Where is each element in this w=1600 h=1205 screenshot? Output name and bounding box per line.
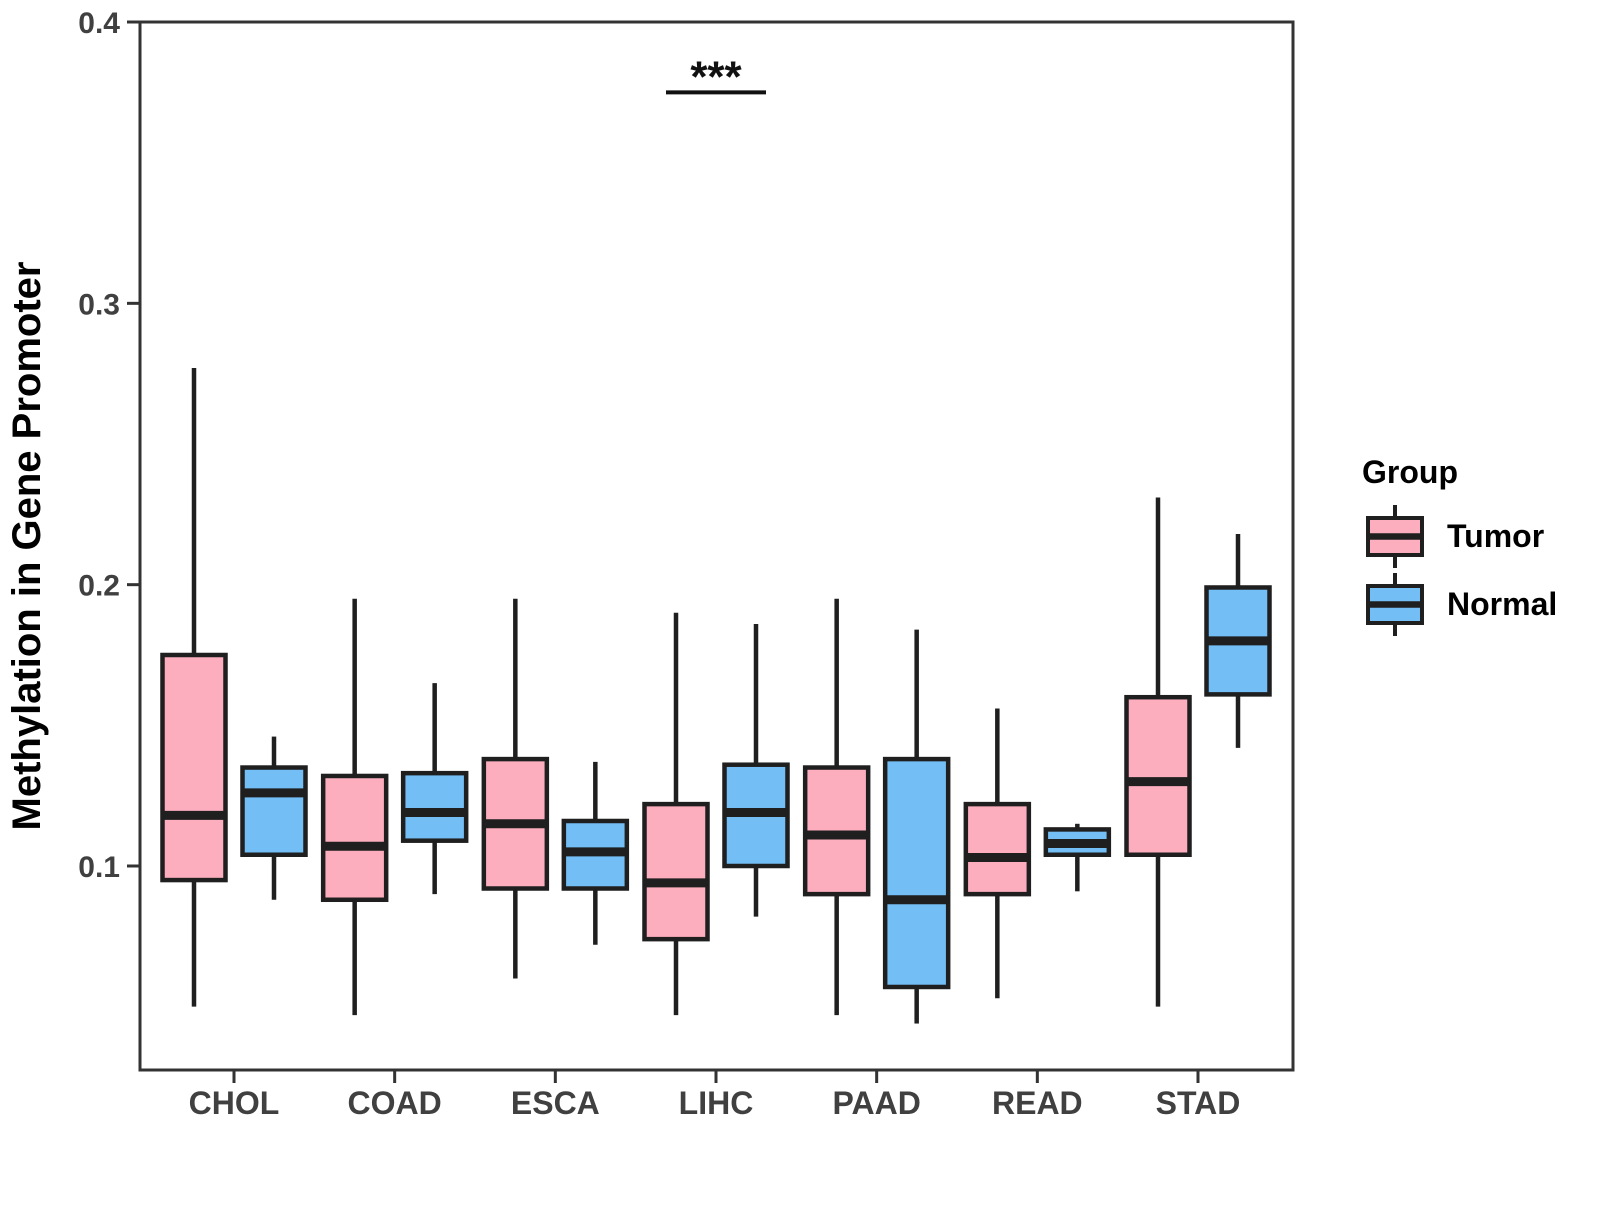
iqr-box xyxy=(963,801,1032,897)
y-tick-label: 0.1 xyxy=(78,851,120,884)
iqr-box xyxy=(240,765,308,857)
boxplot-lihc-normal xyxy=(722,624,790,917)
boxplot-stad-tumor xyxy=(1124,497,1192,1007)
y-axis-title: Methylation in Gene Promoter xyxy=(5,262,49,831)
boxplot-chol-normal xyxy=(240,736,308,900)
boxplot-coad-tumor xyxy=(320,598,389,1016)
y-tick-label: 0.3 xyxy=(78,288,120,321)
boxplot-read-tumor xyxy=(963,708,1032,999)
iqr-box xyxy=(642,801,710,942)
boxplot-lihc-tumor xyxy=(642,612,710,1016)
significance-stars: *** xyxy=(690,52,742,101)
boxplot-esca-normal xyxy=(561,761,630,945)
x-tick-label-stad: STAD xyxy=(1156,1085,1241,1121)
x-tick-label-coad: COAD xyxy=(348,1085,442,1121)
iqr-box xyxy=(400,770,469,843)
boxplot-chol-tumor xyxy=(160,368,228,1007)
plot-panel-border xyxy=(138,20,1295,1072)
iqr-box xyxy=(320,773,389,903)
legend-entry-normal: Normal xyxy=(1366,573,1557,636)
iqr-box xyxy=(1124,694,1192,857)
boxplot-coad-normal xyxy=(400,683,469,895)
boxplot-esca-tumor xyxy=(481,598,550,979)
x-tick-label-esca: ESCA xyxy=(511,1085,600,1121)
boxplot-read-normal xyxy=(1043,823,1112,892)
legend-entry-tumor: Tumor xyxy=(1366,505,1544,568)
y-tick-label: 0.4 xyxy=(78,7,120,40)
iqr-box xyxy=(160,652,228,883)
y-tick-label: 0.2 xyxy=(78,570,120,603)
x-tick-label-paad: PAAD xyxy=(833,1085,921,1121)
iqr-box xyxy=(882,756,951,990)
x-tick-label-chol: CHOL xyxy=(189,1085,280,1121)
x-tick-label-read: READ xyxy=(992,1085,1083,1121)
x-tick-label-lihc: LIHC xyxy=(679,1085,754,1121)
boxplot-paad-normal xyxy=(882,629,951,1024)
legend-label: Tumor xyxy=(1447,518,1544,554)
legend-label: Normal xyxy=(1447,586,1557,622)
boxplot-stad-normal xyxy=(1204,534,1272,748)
boxplot-paad-tumor xyxy=(802,598,871,1016)
legend-title: Group xyxy=(1362,454,1458,490)
